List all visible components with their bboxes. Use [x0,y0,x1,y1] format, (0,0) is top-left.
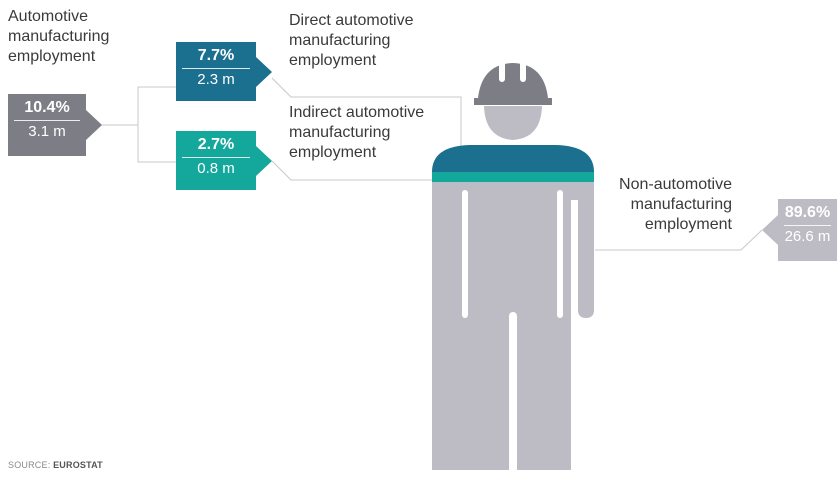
body-line-left [462,190,468,318]
badge-arrow [762,215,778,245]
helmet-stripe-right [520,60,526,82]
source-prefix: SOURCE: [8,460,54,470]
badge-arrow [256,57,272,87]
label-direct: Direct automotive manufacturing employme… [289,11,414,71]
label-line: manufacturing [289,124,391,141]
badge-divider [182,68,250,69]
label-indirect: Indirect automotive manufacturing employ… [289,103,424,163]
badge-direct: 7.7% 2.3 m [176,42,256,101]
badge-absolute: 2.3 m [197,71,235,88]
connector-direct-to-figure [271,77,462,147]
badge-divider [784,225,831,226]
connector-indirect-to-figure [271,160,436,181]
body-shape [432,145,594,470]
label-line: Automotive [8,8,89,25]
label-line: employment [289,52,377,69]
label-line: Non-automotive [619,176,732,193]
badge-automotive: 10.4% 3.1 m [8,94,86,156]
connector-split-bracket [137,86,176,163]
label-line: employment [8,48,96,65]
source-note: SOURCE: EUROSTAT [8,460,103,470]
label-line: employment [289,144,377,161]
helmet-stripe-left [499,60,505,82]
connector-nonauto-to-figure [595,229,763,251]
badge-divider [182,157,250,158]
label-line: employment [644,216,732,233]
badge-indirect: 2.7% 0.8 m [176,131,256,190]
leg-gap [509,312,517,484]
badge-non-automotive: 89.6% 26.6 m [778,199,837,261]
badge-absolute: 26.6 m [784,228,831,245]
badge-absolute: 0.8 m [197,160,235,177]
label-line: Direct automotive [289,12,414,29]
head-shape [484,106,542,140]
badge-percent: 10.4% [24,99,70,116]
badge-arrow [256,146,272,176]
source-name: EUROSTAT [53,460,103,470]
label-line: Indirect automotive [289,104,425,121]
body-line-right [557,190,563,318]
badge-divider [14,120,80,121]
badge-absolute: 3.1 m [28,123,66,140]
label-line: manufacturing [630,196,732,213]
label-non-automotive: Non-automotive manufacturing employment [612,175,732,235]
label-line: manufacturing [8,28,110,45]
badge-percent: 89.6% [784,204,831,221]
helmet-icon [474,63,552,105]
label-line: manufacturing [289,32,391,49]
connector-lines [102,77,763,251]
badge-percent: 7.7% [197,47,235,64]
right-arm-shape [432,184,455,470]
band-indirect [432,172,594,182]
label-automotive: Automotive manufacturing employment [8,7,109,67]
band-direct [432,145,594,172]
badge-arrow [86,110,102,140]
badge-percent: 2.7% [197,136,235,153]
worker-figure [432,60,594,484]
